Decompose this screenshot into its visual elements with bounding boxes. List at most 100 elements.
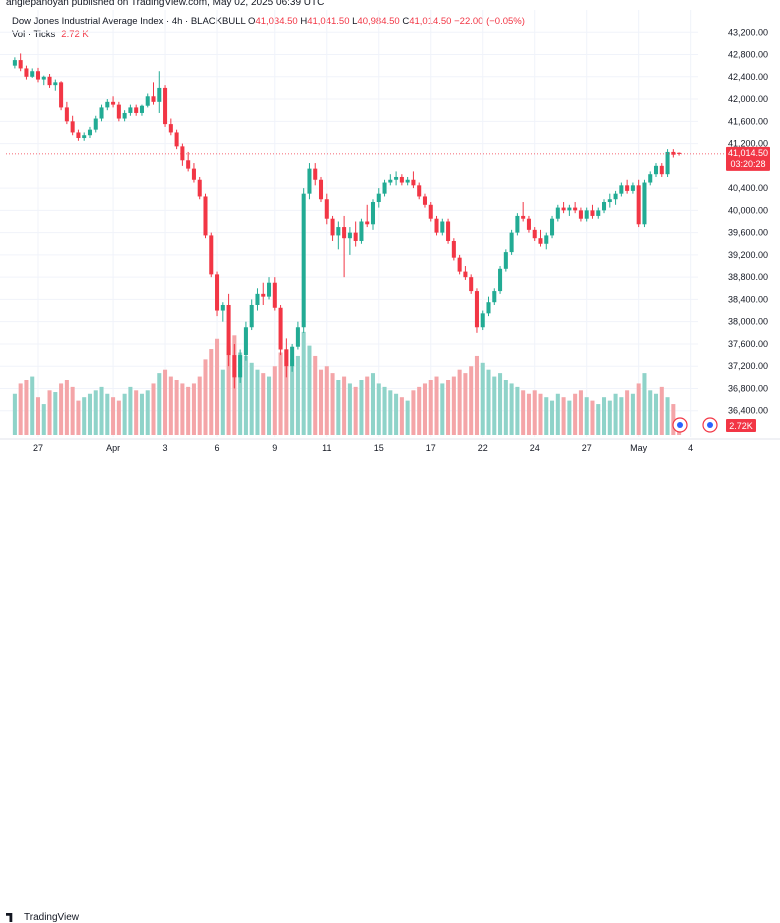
price-chart[interactable]: 43,200.00 42,800.00 42,400.00 42,000.00 41,6… bbox=[0, 0, 780, 455]
candle bbox=[463, 266, 468, 280]
candle-body bbox=[105, 101, 110, 108]
time-tick-label: 4 bbox=[688, 443, 693, 453]
candle bbox=[99, 104, 104, 122]
candle bbox=[41, 75, 46, 86]
volume-bar bbox=[503, 380, 508, 435]
candle-body bbox=[509, 232, 514, 253]
candle bbox=[203, 193, 208, 239]
candle bbox=[394, 171, 399, 186]
candle bbox=[145, 93, 150, 108]
price-tick-label: 37,200.00 bbox=[728, 361, 768, 371]
candle-body bbox=[290, 346, 295, 367]
candle bbox=[191, 163, 196, 183]
volume-bar bbox=[653, 393, 659, 435]
candle bbox=[347, 227, 352, 255]
volume-bar bbox=[93, 390, 98, 435]
price-tick-label: 36,800.00 bbox=[728, 383, 768, 393]
candle-body bbox=[555, 207, 560, 219]
candle bbox=[428, 202, 433, 222]
volume-bar bbox=[41, 404, 46, 435]
tradingview-logo-icon bbox=[6, 913, 13, 922]
volume-bar bbox=[526, 393, 531, 435]
candle-body bbox=[249, 304, 254, 328]
candle bbox=[255, 288, 260, 311]
volume-bar bbox=[157, 373, 162, 435]
candle bbox=[336, 221, 341, 250]
volume-bar bbox=[180, 383, 185, 435]
candle-body bbox=[255, 293, 260, 305]
candle-body bbox=[53, 82, 58, 86]
candle bbox=[486, 296, 491, 317]
volume-bar bbox=[128, 386, 133, 435]
candle-body bbox=[197, 179, 202, 197]
volume-bar bbox=[365, 376, 370, 435]
candle-body bbox=[336, 227, 341, 236]
candle-body bbox=[139, 105, 144, 113]
candle bbox=[457, 254, 462, 275]
volume-bar bbox=[134, 390, 139, 435]
volume-bar bbox=[388, 390, 393, 435]
open-label: O bbox=[248, 16, 256, 27]
candle bbox=[35, 67, 41, 83]
tradingview-logo[interactable]: TradingView bbox=[6, 912, 79, 923]
candle bbox=[116, 101, 121, 122]
candle-body bbox=[567, 207, 572, 211]
candle bbox=[521, 202, 526, 222]
low-label: L bbox=[352, 16, 358, 27]
candle bbox=[261, 282, 266, 305]
candle-body bbox=[596, 210, 601, 216]
candle-body bbox=[411, 179, 416, 186]
candle bbox=[573, 202, 578, 214]
candle bbox=[451, 238, 456, 261]
candle bbox=[411, 171, 416, 189]
candle-body bbox=[47, 76, 52, 86]
candle bbox=[290, 343, 295, 372]
candle bbox=[365, 204, 370, 228]
candle-body bbox=[440, 221, 445, 233]
candle-body bbox=[578, 210, 583, 219]
volume-bar bbox=[590, 400, 595, 435]
candle bbox=[659, 163, 664, 177]
volume-bar bbox=[53, 392, 58, 435]
candle-body bbox=[342, 227, 347, 239]
candle bbox=[128, 104, 133, 116]
time-tick-label: 11 bbox=[322, 443, 331, 453]
volume-tag-label: 2.72K bbox=[729, 421, 753, 431]
candle bbox=[284, 338, 289, 378]
price-tick-label: 36,400.00 bbox=[728, 406, 768, 416]
candle bbox=[243, 321, 248, 361]
candle bbox=[301, 188, 306, 333]
candle bbox=[619, 182, 624, 197]
volume-bar bbox=[301, 331, 306, 435]
volume-bar bbox=[561, 397, 566, 435]
candle bbox=[313, 163, 318, 186]
volume-bar bbox=[336, 380, 341, 435]
symbol-title[interactable]: Dow Jones Industrial Average Index · 4h … bbox=[12, 16, 246, 27]
candle bbox=[12, 57, 17, 69]
volume-bars bbox=[12, 331, 682, 435]
candle-body bbox=[613, 193, 618, 200]
candle-body bbox=[30, 71, 35, 77]
candle-body bbox=[630, 185, 635, 191]
volume-label[interactable]: Vol · Ticks bbox=[12, 29, 56, 40]
volume-bar bbox=[544, 397, 549, 435]
tradingview-wordmark: TradingView bbox=[24, 912, 80, 923]
volume-bar bbox=[457, 369, 462, 435]
volume-bar bbox=[469, 366, 474, 435]
publisher-text: anglepanoyan published on TradingView.co… bbox=[6, 0, 325, 8]
volume-bar bbox=[370, 373, 376, 435]
volume-bar bbox=[82, 397, 87, 435]
volume-bar bbox=[359, 380, 364, 435]
candle bbox=[515, 213, 520, 236]
price-axis[interactable]: 43,200.00 42,800.00 42,400.00 42,000.00 41,6… bbox=[728, 27, 768, 415]
volume-bar bbox=[602, 397, 607, 435]
candle bbox=[342, 215, 347, 278]
volume-bar bbox=[64, 380, 69, 435]
volume-bar bbox=[659, 386, 664, 435]
candle bbox=[636, 179, 641, 228]
time-tick-label: May bbox=[630, 443, 648, 453]
volume-bar bbox=[619, 397, 624, 435]
time-axis[interactable]: 27 Apr 3 6 9 11 15 17 22 24 27 May 4 bbox=[33, 443, 693, 453]
volume-bar bbox=[111, 397, 116, 435]
